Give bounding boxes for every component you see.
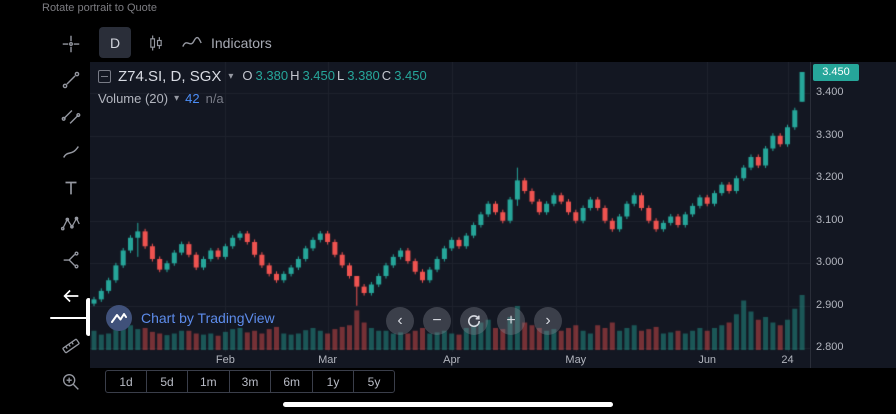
collapse-legend-icon[interactable] bbox=[98, 69, 111, 83]
hide-toolbar-arrow-icon bbox=[63, 289, 79, 303]
trend-line-tool[interactable] bbox=[52, 62, 90, 98]
tradingview-logo-icon bbox=[106, 305, 132, 331]
home-indicator[interactable] bbox=[283, 402, 613, 407]
last-price-badge: 3.450 bbox=[813, 63, 859, 81]
text-tool-icon bbox=[65, 181, 77, 195]
volume-dropdown-caret-icon[interactable]: ▾ bbox=[174, 93, 180, 104]
brush-icon bbox=[63, 146, 79, 158]
time-axis-label: May bbox=[565, 354, 587, 366]
price-axis-border bbox=[810, 62, 811, 368]
text-tool[interactable] bbox=[52, 170, 90, 206]
price-axis-label: 3.000 bbox=[816, 256, 844, 269]
zoom-tool[interactable] bbox=[52, 364, 90, 400]
time-axis-label: Feb bbox=[215, 354, 235, 366]
ohlc-h: H 3.450 bbox=[290, 68, 336, 83]
pane-drag-handle[interactable] bbox=[86, 298, 91, 336]
volume-study-label: Volume (20) bbox=[98, 91, 169, 106]
price-axis-label: 3.200 bbox=[816, 171, 844, 184]
crosshair-icon bbox=[62, 35, 80, 53]
timeframe-1d-button[interactable]: 1d bbox=[105, 370, 147, 393]
tradingview-watermark[interactable]: Chart by TradingView bbox=[106, 305, 275, 331]
symbol-dropdown-caret-icon[interactable]: ▾ bbox=[228, 70, 234, 82]
volume-ma-value: n/a bbox=[205, 91, 224, 106]
time-axis-label: Mar bbox=[318, 354, 338, 366]
chart-nav-buttons: ‹ − + › bbox=[386, 307, 562, 335]
watermark-text: Chart by TradingView bbox=[141, 310, 275, 326]
indicators-button[interactable]: Indicators bbox=[181, 30, 272, 56]
forecast-tool[interactable] bbox=[52, 242, 90, 278]
time-axis-label: Apr bbox=[443, 354, 461, 366]
price-axis-label: 2.900 bbox=[816, 298, 844, 311]
reset-chart-button[interactable] bbox=[460, 307, 488, 335]
symbol-legend[interactable]: Z74.SI, D, SGX ▾ O 3.380 H 3.450 L 3.380 C 3.45… bbox=[98, 67, 427, 85]
chart-type-button[interactable] bbox=[143, 30, 169, 56]
timeframe-1y-button[interactable]: 1y bbox=[312, 370, 355, 393]
candlestick-chart[interactable] bbox=[90, 62, 810, 352]
time-axis[interactable]: Feb Mar Apr May Jun 24 bbox=[90, 352, 810, 368]
reset-icon bbox=[468, 315, 481, 328]
parallel-channel-icon bbox=[61, 110, 81, 124]
indicators-wave-icon bbox=[182, 36, 202, 47]
drawing-toolbar bbox=[50, 26, 92, 400]
ohlc-c: C 3.450 bbox=[381, 68, 427, 83]
timeframe-row: 1d 5d 1m 3m 6m 1y 5y bbox=[105, 370, 396, 393]
crosshair-tool[interactable] bbox=[52, 26, 90, 62]
active-tool-underline bbox=[50, 317, 88, 319]
ohlc-l: L 3.380 bbox=[337, 68, 380, 83]
xabcd-pattern-icon bbox=[60, 216, 80, 231]
price-axis-label: 3.400 bbox=[816, 86, 844, 99]
timeframe-3m-button[interactable]: 3m bbox=[228, 370, 272, 393]
time-axis-label: 24 bbox=[781, 354, 794, 366]
zoom-in-icon bbox=[62, 373, 79, 390]
zoom-out-button[interactable]: − bbox=[423, 307, 451, 335]
price-axis-label: 2.800 bbox=[816, 341, 844, 354]
timeframe-5d-button[interactable]: 5d bbox=[146, 370, 188, 393]
ruler-tool[interactable] bbox=[52, 328, 90, 364]
price-axis-label: 3.300 bbox=[816, 128, 844, 141]
timeframe-5y-button[interactable]: 5y bbox=[353, 370, 396, 393]
xabcd-pattern-tool[interactable] bbox=[52, 206, 90, 242]
timeframe-6m-button[interactable]: 6m bbox=[270, 370, 314, 393]
rotate-hint-text: Rotate portrait to Quote bbox=[42, 2, 157, 14]
chart-pane: Z74.SI, D, SGX ▾ O 3.380 H 3.450 L 3.380 C 3.45… bbox=[90, 62, 810, 352]
hide-toolbar-button[interactable] bbox=[52, 278, 90, 314]
timeframe-1m-button[interactable]: 1m bbox=[187, 370, 230, 393]
forecast-icon bbox=[63, 251, 79, 269]
brush-tool[interactable] bbox=[52, 134, 90, 170]
candlestick-style-icon bbox=[150, 35, 162, 51]
volume-value: 42 bbox=[185, 91, 200, 106]
volume-legend[interactable]: Volume (20) ▾ 42 n/a bbox=[98, 91, 224, 106]
ohlc-o: O 3.380 bbox=[242, 68, 289, 83]
pan-right-button[interactable]: › bbox=[534, 307, 562, 335]
ohlc-values: O 3.380 H 3.450 L 3.380 C 3.450 bbox=[240, 67, 426, 85]
interval-button[interactable]: D bbox=[99, 27, 131, 58]
zoom-in-button[interactable]: + bbox=[497, 307, 525, 335]
price-axis[interactable]: 3.450 3.400 3.300 3.200 3.100 3.000 2.900 2.80… bbox=[811, 62, 896, 368]
time-axis-label: Jun bbox=[698, 354, 717, 366]
ruler-icon bbox=[62, 338, 80, 354]
symbol-title[interactable]: Z74.SI, D, SGX bbox=[118, 67, 222, 85]
pan-left-button[interactable]: ‹ bbox=[386, 307, 414, 335]
indicators-label: Indicators bbox=[211, 35, 272, 51]
trend-line-icon bbox=[62, 71, 80, 89]
parallel-channel-tool[interactable] bbox=[52, 98, 90, 134]
price-axis-label: 3.100 bbox=[816, 213, 844, 226]
